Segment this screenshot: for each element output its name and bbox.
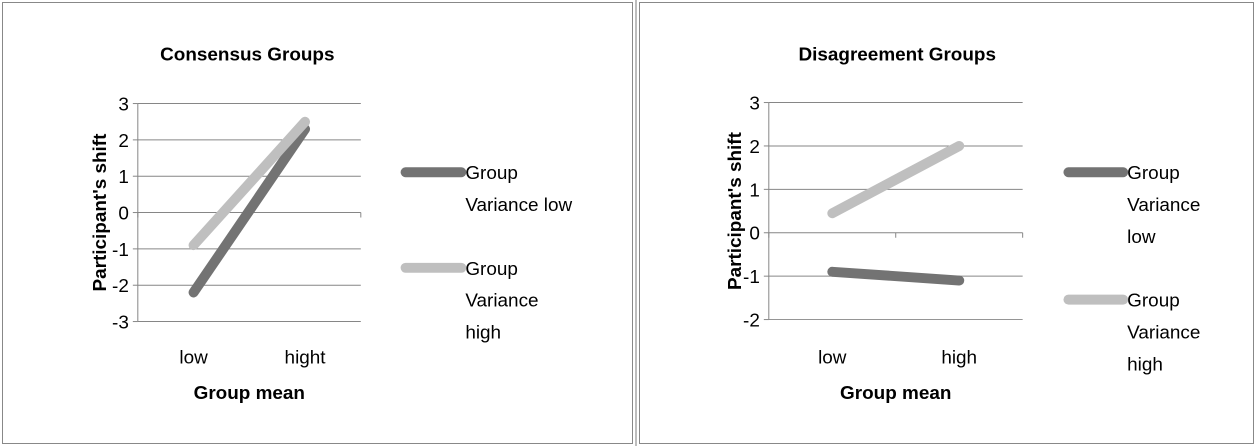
x-tick-label-low: low [179,347,208,368]
legend-label-group-variance-high: Variance [465,291,538,312]
legend-label-group-variance-low: Group [1127,163,1180,184]
series-line-group-variance-high [188,116,311,251]
x-axis-label: Group mean [840,383,951,404]
legend-label-group-variance-high: Variance [1127,322,1200,343]
x-tick-label-hight: hight [285,347,327,368]
y-tick-label: 0 [749,224,760,245]
x-tick-label-high: high [941,347,977,368]
legend-label-group-variance-high: Group [465,259,518,280]
series-line-group-variance-high [827,140,965,219]
disagreement-chart: Disagreement Groups 3 2 1 0 -1 -2 low high Group … [725,45,1200,404]
legend-label-group-variance-high: high [1127,354,1163,375]
chart-title: Disagreement Groups [798,45,996,66]
consensus-chart-panel: Consensus Groups 3 2 1 0 -1 -2 -3 low hight Group … [2,2,633,444]
y-tick-label: 3 [118,95,129,116]
y-tick-label: -1 [112,240,129,261]
y-tick-label: 0 [118,204,129,225]
y-axis-label: Participant's shift [90,133,111,292]
y-tick-label: 2 [749,137,760,158]
x-tick-label-low: low [818,347,847,368]
y-tick-label: 3 [749,94,760,115]
y-tick-label: -1 [743,267,760,288]
x-axis-label: Group mean [194,383,305,404]
y-tick-label: 1 [118,167,129,188]
legend-label-group-variance-low: Group [465,163,518,184]
series-line-group-variance-low [827,266,965,286]
legend-label-group-variance-high: Group [1127,291,1180,312]
y-tick-label: -3 [112,313,129,334]
y-tick-label: 2 [118,131,129,152]
legend-label-group-variance-high: high [465,322,501,343]
y-tick-label: -2 [112,276,129,297]
legend-label-group-variance-low: Variance low [465,195,572,216]
y-axis-label: Participant's shift [725,131,746,290]
legend-label-group-variance-low: Variance [1127,195,1200,216]
disagreement-chart-panel: Disagreement Groups 3 2 1 0 -1 -2 low high Group … [639,2,1254,444]
legend-label-group-variance-low: low [1127,227,1156,248]
chart-title: Consensus Groups [160,45,334,66]
y-tick-label: -2 [743,311,760,332]
series-line-group-variance-low [188,124,311,298]
y-tick-label: 1 [749,180,760,201]
consensus-chart: Consensus Groups 3 2 1 0 -1 -2 -3 low hight Group … [90,45,573,404]
panel-divider [635,0,637,446]
